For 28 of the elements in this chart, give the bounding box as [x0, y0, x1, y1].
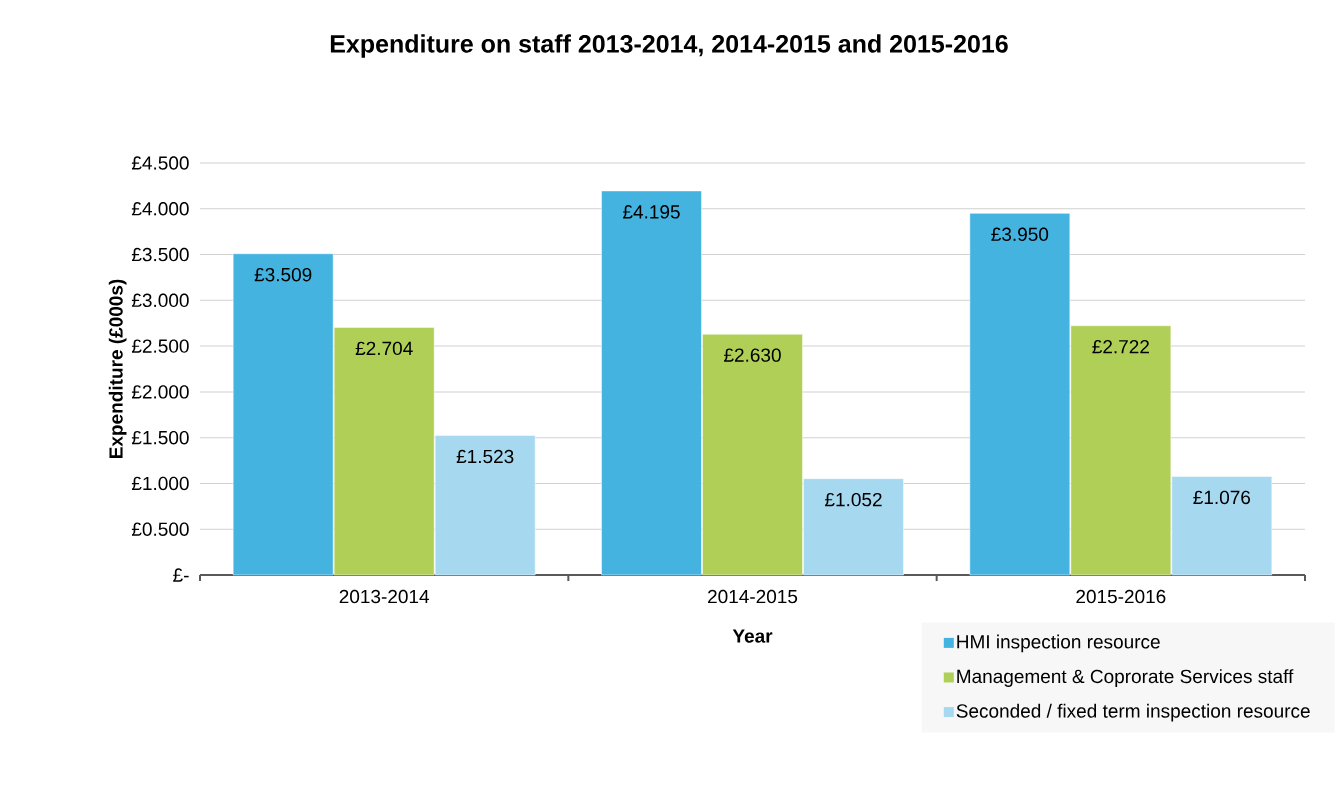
data-label: £4.195: [622, 205, 680, 219]
legend-label: Management & Coprorate Services staff: [957, 669, 1294, 687]
data-label: £2.704: [355, 341, 413, 356]
legend-label: HMI inspection resource: [957, 634, 1160, 653]
data-label: £2.722: [1092, 339, 1149, 354]
y-tick-label: £2.000: [131, 385, 189, 399]
legend-label: Seconded / fixed term inspection resource: [956, 703, 1310, 722]
data-label: £3.509: [254, 267, 312, 282]
x-tick-label: 2015-2016: [1076, 589, 1166, 604]
y-tick-label: £1.000: [131, 476, 189, 491]
y-tick-label: £4.000: [131, 202, 189, 216]
x-axis-title: Year: [732, 629, 773, 643]
y-tick-label: £-: [173, 568, 189, 582]
x-tick-label: 2014-2015: [708, 589, 798, 604]
data-label: £1.523: [456, 449, 514, 464]
y-tick-label: £3.500: [131, 247, 189, 262]
y-tick-label: £1.500: [131, 430, 189, 445]
data-label: £1.076: [1193, 490, 1251, 505]
chart-title: Expenditure on staff 2013-2014, 2014-2015 and 2015-2016: [330, 34, 1008, 58]
data-label: £3.950: [991, 227, 1049, 241]
x-tick-label: 2013-2014: [339, 589, 430, 604]
y-tick-label: £3.000: [131, 293, 189, 308]
y-tick-label: £2.500: [131, 339, 189, 353]
y-tick-label: £0.500: [131, 522, 189, 536]
y-axis-title: Expenditure (£000s): [108, 279, 127, 459]
y-tick-label: £4.500: [131, 156, 189, 170]
data-label: £1.052: [824, 492, 882, 507]
data-label: £2.630: [723, 348, 781, 362]
